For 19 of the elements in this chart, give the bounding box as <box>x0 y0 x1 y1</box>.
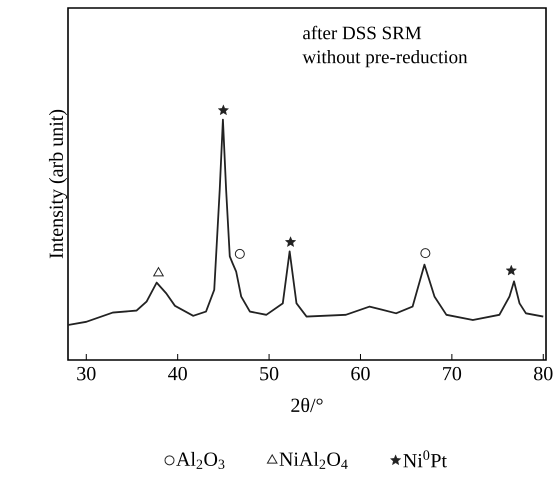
text: without pre-reduction <box>302 50 468 68</box>
point <box>234 248 245 259</box>
x-tick-label: 50 <box>260 366 278 380</box>
point <box>285 236 296 247</box>
x-tick-label: 80 <box>534 366 552 380</box>
legend-label: NiAl$_{2}$O$_{4}$ <box>280 452 348 469</box>
x-tick-label: 30 <box>77 366 96 380</box>
point <box>218 104 229 115</box>
point <box>506 264 517 276</box>
x-tick-label: 70 <box>443 366 462 380</box>
point <box>153 267 164 276</box>
x-axis-title: 2θ/° <box>291 398 323 412</box>
text: after DSS SRM <box>303 26 422 40</box>
point <box>420 248 430 258</box>
legend-label: Al$_{2}$O$_{3}$ <box>176 452 224 469</box>
y-axis-title: Intensity (arb unit) <box>48 110 68 258</box>
legend-label: Ni$^{0}$Pt <box>403 450 447 468</box>
x-tick-label: 60 <box>351 366 370 380</box>
x-tick-label: 40 <box>168 366 187 380</box>
